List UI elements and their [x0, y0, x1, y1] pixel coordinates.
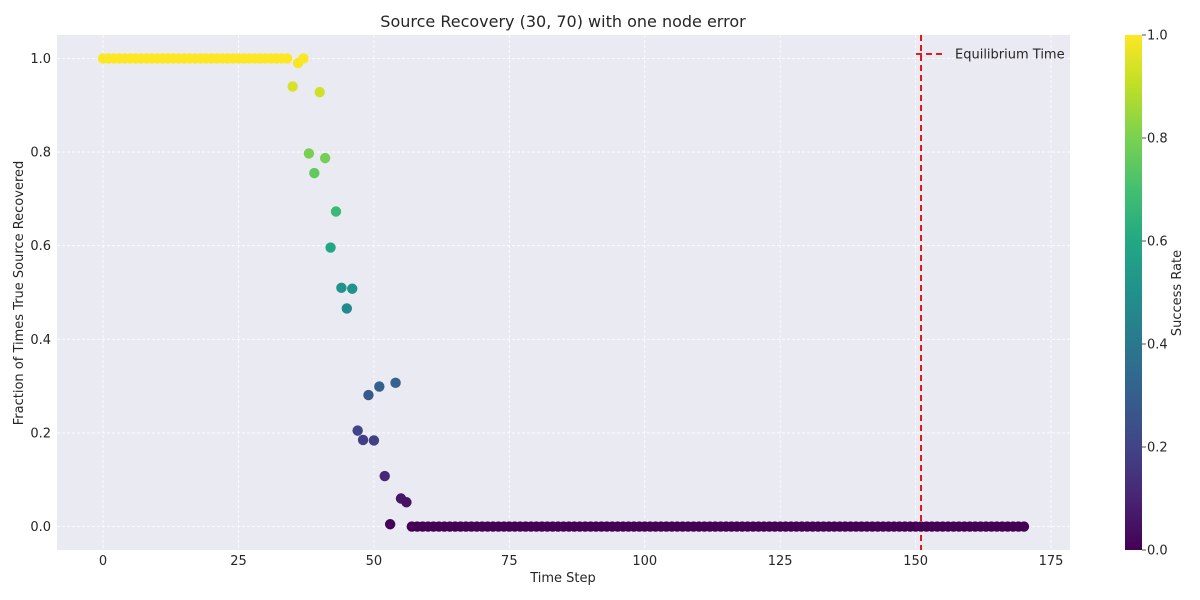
colorbar-tick-label: 0.2 — [1147, 441, 1168, 456]
data-point — [384, 519, 396, 530]
data-point — [390, 377, 401, 389]
x-tick-label: 175 — [1039, 554, 1064, 569]
colorbar-tick-label: 0.8 — [1147, 132, 1168, 147]
data-point — [368, 435, 380, 446]
data-point — [303, 148, 315, 159]
data-point — [282, 53, 293, 64]
colorbar-tick-label: 1.0 — [1147, 29, 1168, 44]
data-point — [319, 152, 331, 164]
x-tick-label: 0 — [99, 554, 107, 569]
x-tick-label: 100 — [632, 554, 657, 569]
data-point — [309, 167, 320, 179]
colorbar — [1125, 35, 1142, 550]
y-axis-label: Fraction of Times True Source Recovered — [12, 161, 27, 425]
data-point — [287, 81, 298, 92]
x-tick-label: 150 — [903, 554, 928, 569]
y-tick-label: 1.0 — [30, 52, 51, 67]
x-tick-label: 50 — [366, 554, 383, 569]
legend-equilibrium-label: Equilibrium Time — [955, 48, 1065, 63]
y-tick-label: 0.0 — [30, 520, 51, 535]
data-point — [336, 282, 347, 294]
data-point — [314, 86, 325, 98]
y-tick-label: 0.4 — [30, 333, 51, 348]
y-tick-label: 0.2 — [30, 426, 51, 441]
colorbar-tick-label: 0.6 — [1147, 235, 1168, 250]
data-point — [347, 283, 358, 294]
x-tick-label: 125 — [768, 554, 793, 569]
data-point — [374, 381, 385, 392]
data-point — [1018, 521, 1030, 532]
colorbar-tick-label: 0.0 — [1147, 544, 1168, 559]
data-point — [325, 242, 336, 253]
chart-title: Source Recovery (30, 70) with one node e… — [380, 12, 746, 31]
colorbar-ticks: 0.0 0.2 0.4 0.6 0.8 1.0 — [1142, 29, 1168, 559]
data-point — [341, 303, 353, 314]
plot-area — [57, 35, 1070, 550]
y-axis-ticks: 0.0 0.2 0.4 0.6 0.8 1.0 — [30, 52, 51, 535]
data-point — [379, 470, 390, 482]
x-tick-label: 75 — [501, 554, 518, 569]
colorbar-tick-label: 0.4 — [1147, 338, 1168, 353]
y-tick-label: 0.6 — [30, 239, 51, 254]
data-point — [298, 53, 309, 64]
y-tick-label: 0.8 — [30, 146, 51, 161]
data-point — [330, 206, 342, 217]
colorbar-label: Success Rate — [1170, 250, 1185, 336]
legend: Equilibrium Time — [916, 48, 1065, 63]
data-point — [401, 497, 412, 508]
data-point — [363, 389, 374, 401]
x-axis-label: Time Step — [529, 571, 596, 586]
data-point — [357, 434, 369, 446]
data-points — [97, 53, 1030, 532]
x-axis-ticks: 0 25 50 75 100 125 150 175 — [99, 554, 1064, 569]
data-point — [352, 425, 363, 436]
x-tick-label: 25 — [230, 554, 247, 569]
